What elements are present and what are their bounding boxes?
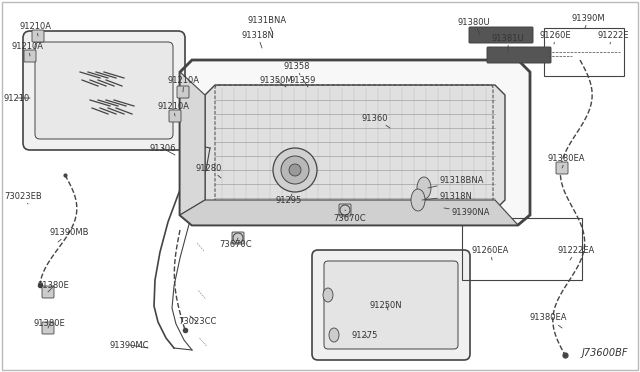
Polygon shape — [205, 85, 505, 210]
Text: 91390MC: 91390MC — [110, 340, 150, 350]
Text: 91380E: 91380E — [38, 282, 70, 292]
Text: 91358: 91358 — [283, 61, 310, 75]
Ellipse shape — [411, 189, 425, 211]
Text: 91280: 91280 — [196, 164, 222, 178]
Text: 91210A: 91210A — [20, 22, 52, 36]
Circle shape — [340, 205, 350, 215]
FancyBboxPatch shape — [339, 204, 351, 216]
FancyBboxPatch shape — [169, 110, 181, 122]
Text: 91318N: 91318N — [422, 192, 473, 201]
FancyBboxPatch shape — [232, 232, 244, 244]
Polygon shape — [180, 60, 530, 225]
Text: 91318BNA: 91318BNA — [428, 176, 484, 188]
FancyBboxPatch shape — [32, 30, 44, 42]
Circle shape — [289, 164, 301, 176]
Text: 91210: 91210 — [4, 93, 30, 103]
Text: 91275: 91275 — [352, 330, 378, 340]
Text: 73023EB: 73023EB — [4, 192, 42, 204]
Ellipse shape — [417, 177, 431, 199]
Text: 91360: 91360 — [362, 113, 390, 128]
Ellipse shape — [329, 328, 339, 342]
FancyBboxPatch shape — [487, 47, 551, 63]
Text: 91359: 91359 — [290, 76, 316, 87]
Text: 91381U: 91381U — [492, 33, 525, 52]
Text: 91306: 91306 — [149, 144, 175, 155]
Text: 91260EA: 91260EA — [472, 246, 509, 260]
Text: 91380E: 91380E — [34, 320, 66, 328]
FancyBboxPatch shape — [556, 162, 568, 174]
FancyBboxPatch shape — [177, 86, 189, 98]
Text: 73670C: 73670C — [219, 238, 252, 248]
Text: 73023CC: 73023CC — [178, 316, 216, 327]
Text: 91390NA: 91390NA — [444, 208, 490, 217]
Text: J73600BF: J73600BF — [582, 348, 628, 358]
Text: 91390M: 91390M — [572, 13, 605, 28]
Text: 91350M: 91350M — [259, 76, 292, 87]
Text: 91210A: 91210A — [157, 102, 189, 116]
FancyBboxPatch shape — [42, 286, 54, 298]
Text: 73670C: 73670C — [333, 210, 365, 222]
Text: 91380U: 91380U — [458, 17, 491, 35]
Circle shape — [281, 156, 309, 184]
FancyBboxPatch shape — [24, 50, 36, 62]
FancyBboxPatch shape — [23, 31, 185, 150]
Text: 91260E: 91260E — [540, 31, 572, 44]
Text: 91210A: 91210A — [12, 42, 44, 56]
Text: 91210A: 91210A — [168, 76, 200, 92]
FancyBboxPatch shape — [312, 250, 470, 360]
Polygon shape — [180, 200, 518, 225]
Ellipse shape — [323, 288, 333, 302]
Circle shape — [233, 233, 243, 243]
Text: 91222E: 91222E — [597, 31, 628, 44]
Text: 91250N: 91250N — [370, 301, 403, 310]
Text: 91318N: 91318N — [241, 31, 274, 48]
FancyBboxPatch shape — [469, 27, 533, 43]
Circle shape — [273, 148, 317, 192]
FancyBboxPatch shape — [42, 322, 54, 334]
Polygon shape — [180, 72, 205, 215]
Text: 91380EA: 91380EA — [548, 154, 586, 168]
Text: 91380EA: 91380EA — [530, 314, 568, 328]
FancyBboxPatch shape — [324, 261, 458, 349]
FancyBboxPatch shape — [35, 42, 173, 139]
Text: 91222EA: 91222EA — [558, 246, 595, 260]
Text: 91295: 91295 — [276, 194, 302, 205]
Text: 9131BNA: 9131BNA — [248, 16, 287, 34]
Text: 91390MB: 91390MB — [50, 228, 90, 242]
